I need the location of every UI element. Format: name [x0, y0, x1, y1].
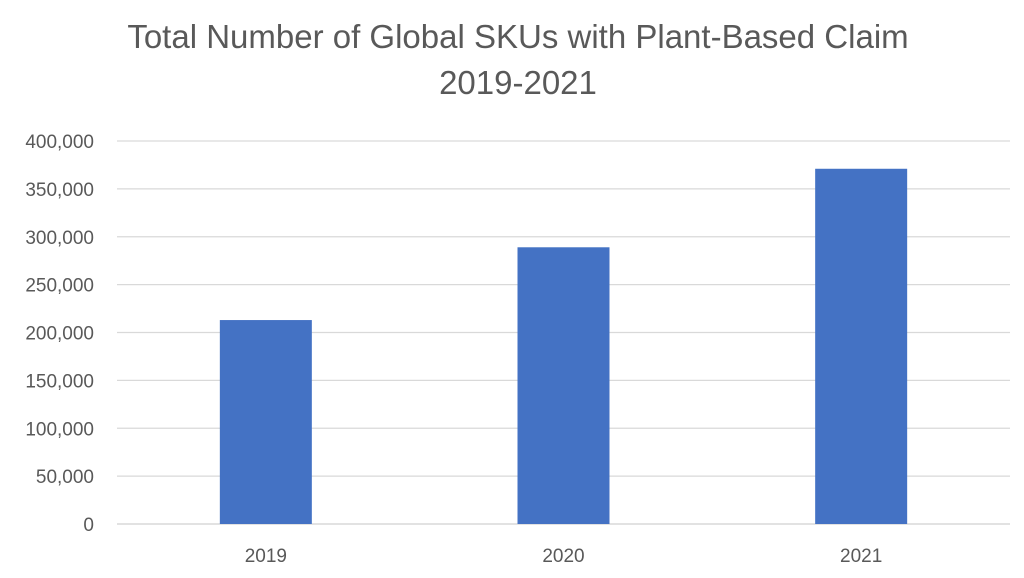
x-tick-label: 2019 — [245, 546, 287, 567]
bar-2019 — [219, 320, 312, 524]
y-tick-label: 50,000 — [36, 467, 94, 488]
x-tick-label: 2020 — [542, 546, 584, 567]
chart-title-line: Total Number of Global SKUs with Plant-B… — [127, 18, 909, 55]
chart-subtitle: 2019-2021 — [439, 64, 597, 101]
y-tick-label: 400,000 — [25, 132, 94, 153]
bar-2020 — [517, 247, 610, 524]
y-tick-label: 150,000 — [25, 371, 94, 392]
bar-2021 — [815, 168, 908, 524]
y-tick-label: 200,000 — [25, 324, 94, 345]
y-axis-tick-labels: 0 50,000 100,000 150,000 200,000 250,000 300,0… — [25, 132, 94, 536]
y-tick-label: 0 — [83, 515, 94, 536]
bars — [219, 168, 908, 524]
x-tick-label: 2021 — [840, 546, 882, 567]
y-tick-label: 300,000 — [25, 228, 94, 249]
y-tick-label: 100,000 — [25, 419, 94, 440]
chart-title: Total Number of Global SKUs with Plant-B… — [0, 14, 1024, 106]
y-tick-label: 250,000 — [25, 276, 94, 297]
x-axis-tick-labels: 2019 2020 2021 — [245, 546, 883, 567]
y-tick-label: 350,000 — [25, 180, 94, 201]
